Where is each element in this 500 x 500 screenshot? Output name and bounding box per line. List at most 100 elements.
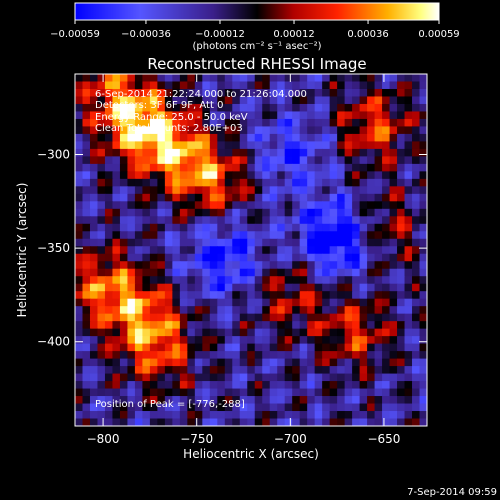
heatmap-cell (292, 388, 301, 397)
heatmap-cell (134, 418, 144, 426)
heatmap-cell (209, 343, 218, 352)
heatmap-cell (194, 358, 203, 367)
heatmap-cell (359, 231, 368, 240)
heatmap-cell (179, 246, 188, 255)
heatmap-cell (277, 111, 286, 120)
heatmap-cell (299, 201, 308, 210)
heatmap-cell (97, 238, 106, 247)
heatmap-cell (284, 88, 293, 98)
heatmap-cell (209, 216, 218, 225)
heatmap-cell (75, 268, 84, 277)
heatmap-cell (142, 291, 151, 300)
heatmap-cell (104, 126, 114, 135)
heatmap-cell (232, 321, 241, 330)
heatmap-cell (149, 381, 158, 390)
heatmap-cell (89, 246, 99, 255)
heatmap-cell (127, 388, 136, 397)
heatmap-cell (337, 126, 346, 135)
heatmap-cell (89, 291, 99, 300)
heatmap-cell (367, 178, 376, 187)
heatmap-cell (412, 246, 421, 255)
heatmap-cell (142, 313, 151, 322)
heatmap-cell (292, 133, 301, 143)
heatmap-cell (359, 321, 368, 330)
heatmap-cell (269, 141, 278, 150)
x-axis-label: Heliocentric X (arcsec) (183, 447, 319, 461)
heatmap-cell (404, 81, 413, 90)
heatmap-cell (247, 74, 256, 83)
heatmap-cell (389, 223, 398, 232)
heatmap-cell (352, 223, 361, 232)
heatmap-cell (179, 381, 188, 390)
heatmap-cell (194, 246, 203, 255)
heatmap-cell (149, 216, 158, 225)
heatmap-cell (352, 238, 361, 247)
heatmap-cell (157, 156, 166, 165)
heatmap-cell (322, 283, 331, 292)
heatmap-cell (142, 358, 151, 367)
heatmap-cell (172, 178, 181, 187)
heatmap-cell (172, 388, 181, 397)
heatmap-cell (217, 201, 226, 210)
heatmap-cell (179, 276, 188, 285)
heatmap-cell (329, 156, 338, 165)
heatmap-cell (307, 298, 316, 307)
annotation-clean-counts: Clean Total counts: 2.80E+03 (95, 123, 243, 134)
heatmap-cell (149, 156, 158, 165)
heatmap-cell (224, 381, 233, 390)
heatmap-cell (82, 328, 91, 337)
heatmap-cell (262, 223, 271, 232)
heatmap-cell (397, 118, 406, 128)
heatmap-cell (374, 178, 383, 187)
heatmap-cell (269, 328, 278, 337)
heatmap-cell (269, 118, 278, 128)
heatmap-cell (187, 336, 196, 345)
heatmap-cell (269, 96, 278, 105)
heatmap-cell (322, 178, 331, 187)
heatmap-cell (344, 343, 353, 352)
heatmap-cell (202, 231, 211, 240)
heatmap-cell (232, 366, 241, 375)
heatmap-cell (247, 336, 256, 345)
heatmap-cell (419, 103, 427, 113)
heatmap-cell (359, 163, 368, 172)
heatmap-cell (389, 253, 398, 262)
heatmap-cell (187, 313, 196, 322)
heatmap-cell (164, 358, 173, 367)
heatmap-cell (277, 328, 286, 337)
heatmap-cell (157, 186, 166, 195)
heatmap-cell (367, 118, 376, 128)
heatmap-cell (97, 276, 106, 285)
heatmap-cell (75, 231, 84, 240)
heatmap-cell (307, 223, 316, 232)
heatmap-cell (75, 306, 84, 315)
heatmap-cell (389, 186, 398, 195)
heatmap-cell (149, 366, 158, 375)
heatmap-cell (209, 74, 218, 83)
heatmap-cell (104, 253, 114, 262)
heatmap-cell (374, 336, 383, 345)
heatmap-cell (374, 216, 383, 225)
heatmap-cell (75, 396, 84, 405)
heatmap-cell (299, 328, 308, 337)
heatmap-cell (232, 208, 241, 217)
heatmap-cell (359, 261, 368, 270)
heatmap-cell (292, 216, 301, 225)
heatmap-cell (269, 126, 278, 135)
heatmap-cell (172, 96, 181, 105)
heatmap-cell (232, 246, 241, 255)
heatmap-cell (352, 148, 361, 157)
axis-ticks: −800 −750 −700 −650−400−350−300 (37, 74, 427, 446)
heatmap-cell (224, 163, 233, 172)
heatmap-cell (239, 313, 248, 322)
heatmap-cell (412, 178, 421, 187)
heatmap-cell (404, 88, 413, 98)
heatmap-cell (112, 321, 121, 330)
heatmap-cell (307, 103, 316, 113)
heatmap-cell (254, 388, 263, 397)
heatmap-cell (172, 81, 181, 90)
heatmap-cell (224, 126, 233, 135)
heatmap-cell (292, 103, 301, 113)
heatmap-cell (89, 261, 99, 270)
heatmap-cell (164, 283, 173, 292)
